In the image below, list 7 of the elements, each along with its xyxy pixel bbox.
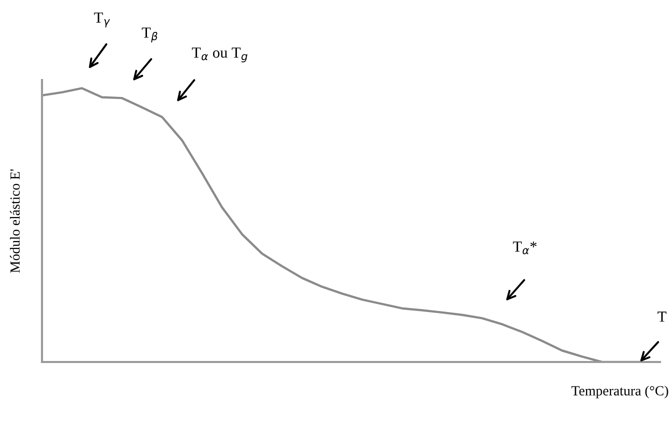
annotation: T$_{α}$*	[512, 242, 537, 254]
text: T$_{α}$ ou T$_{g}$	[192, 48, 248, 62]
y-axis-title: Módulo elástico E'	[10, 169, 20, 273]
text: T$_{β}$	[142, 28, 158, 42]
x-axis-title: Temperatura (°C)	[571, 386, 668, 398]
text: T$_{γ}$	[94, 12, 110, 28]
annotation: T	[658, 312, 666, 322]
